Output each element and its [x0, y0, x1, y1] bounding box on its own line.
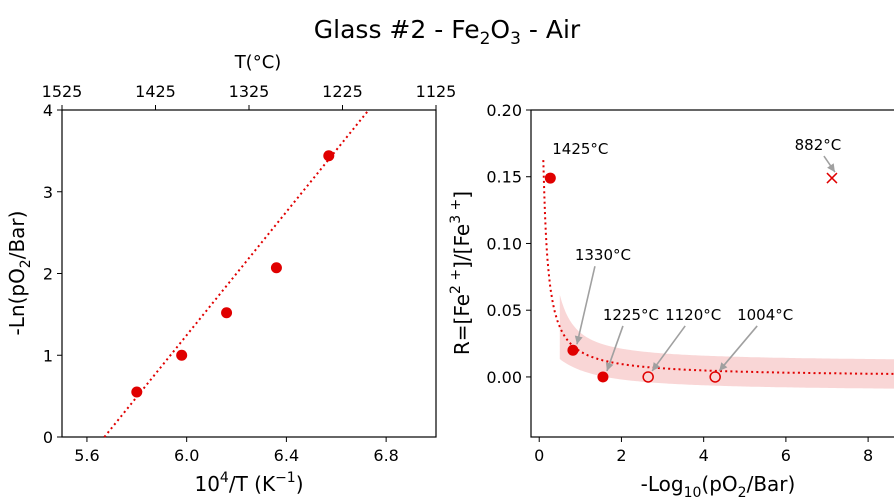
right-x-tick-label: 0: [534, 446, 544, 465]
right-x-axis-ticks: 0 2 4 6 8: [534, 437, 873, 465]
left-data-points: [131, 150, 335, 398]
left-x-tick-label: 6.0: [174, 446, 199, 465]
right-data-point: [544, 172, 556, 184]
left-plot-frame: [61, 109, 437, 438]
right-fit-curve: [542, 160, 894, 375]
left-y-tick-label: 3: [43, 183, 53, 202]
left-data-point: [176, 349, 188, 361]
right-annotation-arrows: [574, 155, 836, 372]
left-x-tick-label: 5.6: [74, 446, 99, 465]
left-chart: T(°C) 1525 1425 1325 1225 1125 5.6 6.0 6.4 6.8 …: [5, 52, 456, 496]
right-annotation-label: 1120°C: [665, 306, 721, 324]
left-x-axis-ticks: 5.6 6.0 6.4 6.8: [74, 437, 399, 465]
right-data-point-x: [826, 172, 838, 184]
figure-title: Glass #2 - Fe2O3 - Air: [314, 15, 581, 49]
left-top-tick-label: 1125: [416, 82, 457, 101]
right-annotation-label: 1004°C: [737, 306, 793, 324]
right-data-point-open: [642, 371, 654, 383]
right-data-point: [567, 344, 579, 356]
right-data-point: [597, 371, 609, 383]
left-top-tick-label: 1225: [322, 82, 363, 101]
right-y-tick-label: 0.20: [486, 101, 522, 120]
right-x-tick-label: 6: [781, 446, 791, 465]
right-y-tick-label: 0.05: [486, 301, 522, 320]
left-x-axis-label: 104/T (K−1): [194, 470, 303, 496]
right-annotation-label: 1225°C: [603, 306, 659, 324]
right-y-axis-label: R=[Fe2 +]/[Fe3 +]: [448, 191, 474, 355]
right-annotation-arrow: [651, 325, 686, 372]
right-x-axis-label: -Log10(pO2/Bar): [641, 472, 796, 500]
right-confidence-band: [559, 294, 894, 389]
right-annotation-arrowhead: [605, 362, 614, 371]
right-annotation-label: 1425°C: [552, 140, 608, 158]
right-x-tick-label: 8: [863, 446, 873, 465]
left-y-axis-label: -Ln(pO2/Bar): [5, 211, 34, 336]
right-annotation-arrowhead: [827, 163, 835, 173]
left-y-tick-label: 4: [43, 101, 53, 120]
left-y-tick-label: 2: [43, 265, 53, 284]
left-x-tick-label: 6.8: [373, 446, 398, 465]
right-annotation-labels: 1425°C 1330°C 1225°C 1120°C 1004°C 882°C: [552, 136, 841, 324]
right-y-tick-label: 0.15: [486, 168, 522, 187]
left-x-tick-label: 6.4: [274, 446, 299, 465]
right-data-points: [544, 172, 838, 383]
left-data-point: [323, 150, 335, 162]
left-y-tick-label: 0: [43, 428, 53, 447]
left-data-point: [270, 262, 282, 274]
right-annotation-arrow: [718, 325, 758, 372]
right-annotation-arrowhead: [574, 335, 583, 345]
right-annotation-label: 882°C: [795, 136, 842, 154]
right-annotation-label: 1330°C: [575, 246, 631, 264]
left-y-tick-label: 1: [43, 346, 53, 365]
right-y-tick-label: 0.00: [486, 368, 522, 387]
left-data-point: [221, 307, 233, 319]
right-annotation-arrowhead: [652, 362, 661, 371]
right-y-axis-ticks: 0.00 0.05 0.10 0.15 0.20: [486, 101, 531, 387]
right-x-tick-label: 2: [616, 446, 626, 465]
left-y-axis-ticks: 0 1 2 3 4: [43, 101, 62, 447]
left-fit-line: [103, 109, 370, 438]
left-top-axis-ticks: 1525 1425 1325 1225 1125: [42, 82, 457, 110]
right-annotation-arrowhead: [719, 362, 728, 371]
right-data-point-open: [709, 371, 721, 383]
left-top-tick-label: 1525: [42, 82, 83, 101]
right-y-tick-label: 0.10: [486, 234, 522, 253]
left-top-tick-label: 1425: [135, 82, 176, 101]
right-plot-frame: [530, 109, 894, 438]
left-top-tick-label: 1325: [229, 82, 270, 101]
left-top-axis-label: T(°C): [234, 52, 282, 73]
right-x-tick-label: 4: [699, 446, 709, 465]
left-data-point: [131, 386, 143, 398]
right-annotation-arrow: [576, 266, 596, 345]
